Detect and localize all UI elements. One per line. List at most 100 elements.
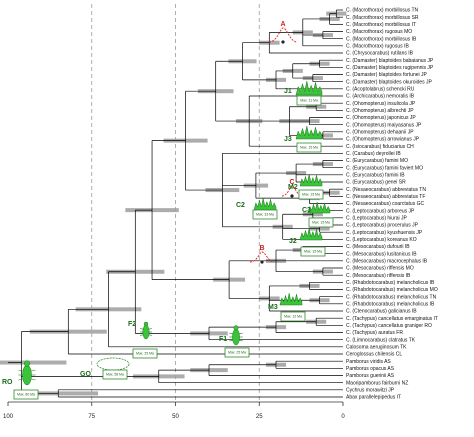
taxon-label: C. (Leptocarabus) koreanus KO <box>346 237 417 243</box>
max-age-box-J3 <box>296 142 322 153</box>
continent-outline-icon <box>96 357 130 371</box>
age-confidence-bars <box>0 11 347 396</box>
taxon-label: C. (Macrothorax) rugosus IB <box>346 44 409 50</box>
beetle-icon-RO <box>18 360 36 386</box>
taxon-label: C. (Damaster) blaptoides babaianus JP <box>346 58 434 64</box>
node-label-C3: C3 <box>302 207 311 214</box>
calibration-annotations: A B C J1 Max. 11 Ma J3 Max. 15 Ma M2 Max. 15 Ma C… <box>2 21 334 400</box>
beetle-leg <box>148 334 153 336</box>
node-label-A: A <box>280 21 285 28</box>
max-age-text-C3: Max. 15 Ma <box>312 221 330 225</box>
node-label-F2: F2 <box>128 321 136 328</box>
max-age-box-M2 <box>298 189 324 200</box>
calibration-point <box>290 194 294 198</box>
taxon-label: Pamborus guerinii AS <box>346 373 395 379</box>
node-label-M3: M3 <box>268 304 278 311</box>
taxon-label: C. (Ohomopterus) albrechti JP <box>346 108 414 114</box>
taxon-label: C. (Tachypus) auratus FR <box>346 330 403 336</box>
taxon-label: C. (Mesocarabus) riffensis IB <box>346 273 411 279</box>
taxon-label: C. (Tachypus) cancellatus emarginatus IT <box>346 316 438 322</box>
max-age-text-J3: Max. 15 Ma <box>300 146 318 150</box>
taxon-label: C. (Damaster) blaptoides fortunei JP <box>346 72 428 78</box>
taxon-label: Abax parallelepipedus IT <box>346 395 401 401</box>
taxon-label: C. (Rhabdotocarabus) melancholicus IB <box>346 302 435 308</box>
taxon-label: C. (Macrothorax) rugosus MO <box>346 29 412 35</box>
taxon-label: C. (Nesaeocarabus) coarctatus GC <box>346 201 424 207</box>
calibration-point <box>260 260 264 264</box>
max-age-box-J1 <box>296 95 322 106</box>
taxon-label: C. (Ohomopterus) insulicola JP <box>346 101 416 107</box>
taxon-label: C. (Archicarabus) nemoralis IB <box>346 94 415 100</box>
node-label-B: B <box>259 245 264 252</box>
beetle-leg <box>239 332 243 335</box>
taxon-label: C. (Eurycarabus) genei SR <box>346 180 406 186</box>
beetle-leg <box>139 328 144 330</box>
age-distribution-A <box>268 27 298 43</box>
taxon-label: C. (Chrysocarabus) rutilans IB <box>346 51 414 57</box>
taxon-label: C. (Rhabdotocarabus) melancholicus IB <box>346 280 435 286</box>
beetle-body <box>142 324 150 340</box>
beetle-leg <box>229 339 233 342</box>
taxon-label: C. (Macrothorax) morbillosus IB <box>346 36 417 42</box>
max-age-box-F1 <box>224 347 250 358</box>
max-age-box-GO <box>102 369 128 380</box>
taxon-label: C. (Acoptolabrus) schencki RU <box>346 87 415 93</box>
mountain-icon-M2 <box>299 173 323 187</box>
beetle-body <box>232 328 240 346</box>
taxon-label: C. (Leptocarabus) hiurai JP <box>346 216 408 222</box>
taxon-label: C. (Mesocarabus) lusitanicus IB <box>346 251 417 257</box>
beetle-leg <box>30 369 36 372</box>
taxon-label: C. (Eurycarabus) famini faviert MO <box>346 165 423 171</box>
max-age-text-M2: Max. 15 Ma <box>302 193 320 197</box>
taxon-label: C. (Mesocarabus) riffensis MO <box>346 266 414 272</box>
taxon-label: C. (Macrothorax) morbillosus IT <box>346 22 416 28</box>
max-age-text-J1: Max. 11 Ma <box>300 99 318 103</box>
age-bar <box>0 360 67 365</box>
node-label-J3: J3 <box>284 136 292 143</box>
node-label-C: C <box>289 179 294 186</box>
beetle-body <box>22 364 32 386</box>
taxon-label: C. (Leptocarabus) arboreus JP <box>346 208 415 214</box>
tree-branches <box>8 9 343 398</box>
calibration-point <box>281 40 285 44</box>
time-axis: 100 75 50 25 0 <box>3 401 345 420</box>
max-age-text-J2: Max. 15 Ma <box>304 250 322 254</box>
max-age-box-M3 <box>280 311 306 322</box>
axis-tick-label: 25 <box>256 414 263 420</box>
taxon-label: Maoripamborus fairburni NZ <box>346 380 408 386</box>
max-age-box-C2 <box>252 209 278 220</box>
taxon-label: C. (Leptocarabus) kyushuensis JP <box>346 230 423 236</box>
max-age-box-C3 <box>308 217 334 228</box>
age-distribution-B <box>249 251 275 263</box>
beetle-icon-F1 <box>229 325 243 346</box>
taxon-label: C. (Damaster) blaptoides okuroides JP <box>346 79 433 85</box>
axis-tick-label: 0 <box>341 414 345 420</box>
taxon-label: C. (Leptocarabus) procerulus JP <box>346 223 419 229</box>
max-age-text-C2: Max. 33 Ma <box>256 213 274 217</box>
taxon-label: C. (Carabus) deyrollei IB <box>346 151 401 157</box>
mountain-icon-C3 <box>307 201 331 214</box>
beetle-leg <box>148 328 153 330</box>
age-distribution-C <box>281 185 303 197</box>
node-label-GO: GO <box>80 371 91 378</box>
taxon-label: C. (Ohomopterus) japonicus JP <box>346 115 416 121</box>
mountain-icon-J2 <box>299 227 323 241</box>
taxon-label: C. (Limnocarabus) clatratus TK <box>346 337 416 343</box>
taxon-label: C. (Nesaeocarabus) abbreviatus TF <box>346 194 425 200</box>
taxon-label: Calosoma aeruginosum TK <box>346 345 407 351</box>
taxon-label: C. (Rhabdotocarabus) melancholicus TN <box>346 294 437 300</box>
max-age-box-F2 <box>132 348 158 359</box>
taxon-label: Cychrus morawitzi JP <box>346 388 395 394</box>
axis-tick-label: 50 <box>172 414 179 420</box>
taxon-label: C. (Nesaeocarabus) abbreviatus TN <box>346 187 426 193</box>
taxon-label: C. (Ohomopterus) maiyasanus JP <box>346 122 422 128</box>
max-age-box-RO <box>13 389 39 400</box>
taxon-label: C. (Isiocarabus) fiduciarius CH <box>346 144 414 150</box>
max-age-text-F1: Max. 25 Ma <box>228 351 246 355</box>
beetle-leg <box>229 332 233 335</box>
beetle-head <box>143 321 149 327</box>
node-label-J2: J2 <box>289 238 297 245</box>
mountain-icon-J3 <box>295 125 323 140</box>
